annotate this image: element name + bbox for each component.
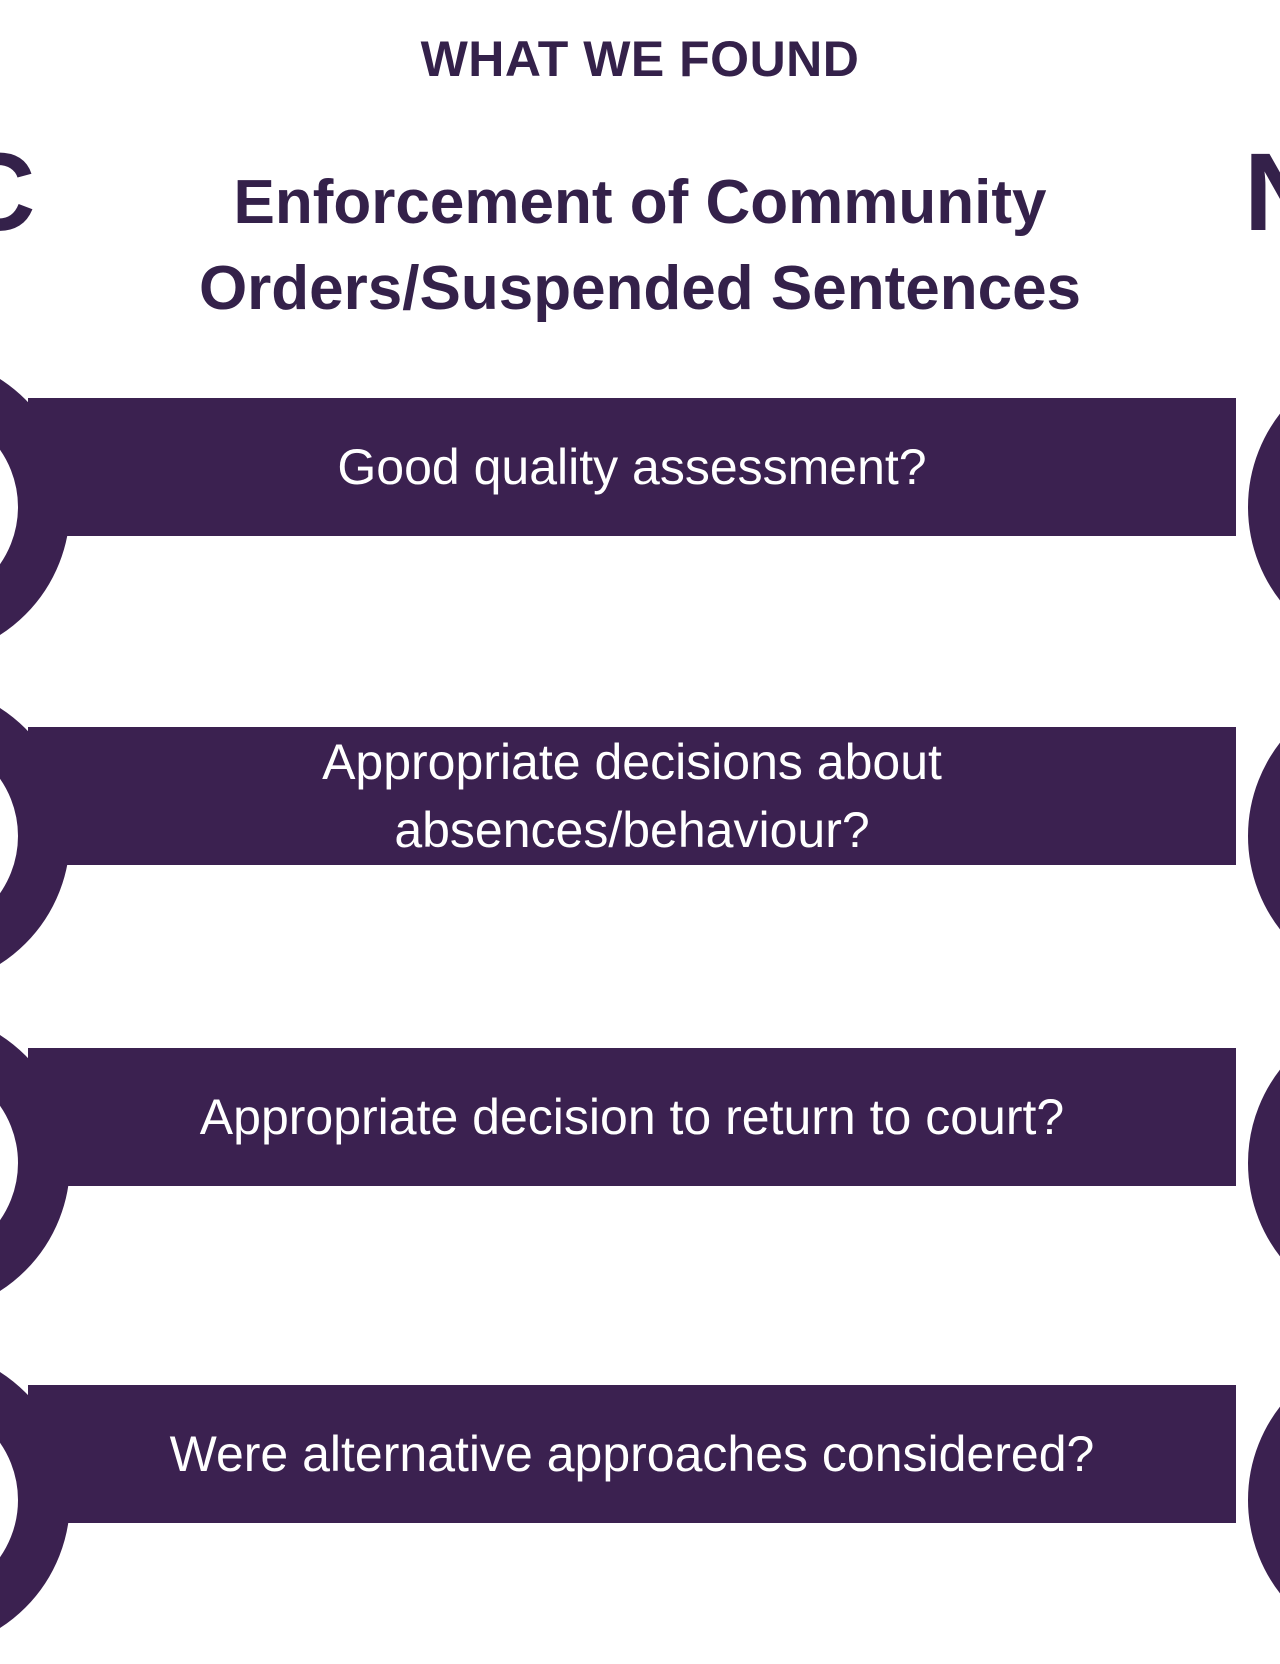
right-cropped-heading-letter: N — [1244, 138, 1280, 248]
title-line-2: Orders/Suspended Sentences — [198, 254, 1082, 323]
criteria-label: Appropriate decisions about absences/beh… — [282, 728, 982, 864]
criteria-label: Appropriate decision to return to court? — [199, 1089, 1065, 1145]
criteria-label: Were alternative approaches considered? — [169, 1426, 1095, 1482]
right-ring-connector — [1248, 1011, 1280, 1315]
criteria-label: Good quality assessment? — [337, 439, 927, 495]
criteria-label-line-2: absences/behaviour? — [394, 802, 870, 858]
criteria-band-2: Appropriate decisions about absences/beh… — [28, 727, 1236, 865]
criteria-label-line-1: Appropriate decisions about — [322, 734, 942, 790]
criteria-band-4: Were alternative approaches considered? — [28, 1385, 1236, 1523]
right-ring-connector — [1248, 684, 1280, 988]
left-cropped-heading-letter: C — [0, 138, 35, 248]
criteria-band-1: Good quality assessment? — [28, 398, 1236, 536]
criteria-band-3: Appropriate decision to return to court? — [28, 1048, 1236, 1186]
right-ring-connector — [1248, 355, 1280, 659]
right-ring-connector — [1248, 1348, 1280, 1652]
section-kicker: WHAT WE FOUND — [420, 31, 860, 87]
page-title: Enforcement of Community Orders/Suspende… — [120, 160, 1160, 332]
title-line-1: Enforcement of Community — [233, 168, 1047, 237]
